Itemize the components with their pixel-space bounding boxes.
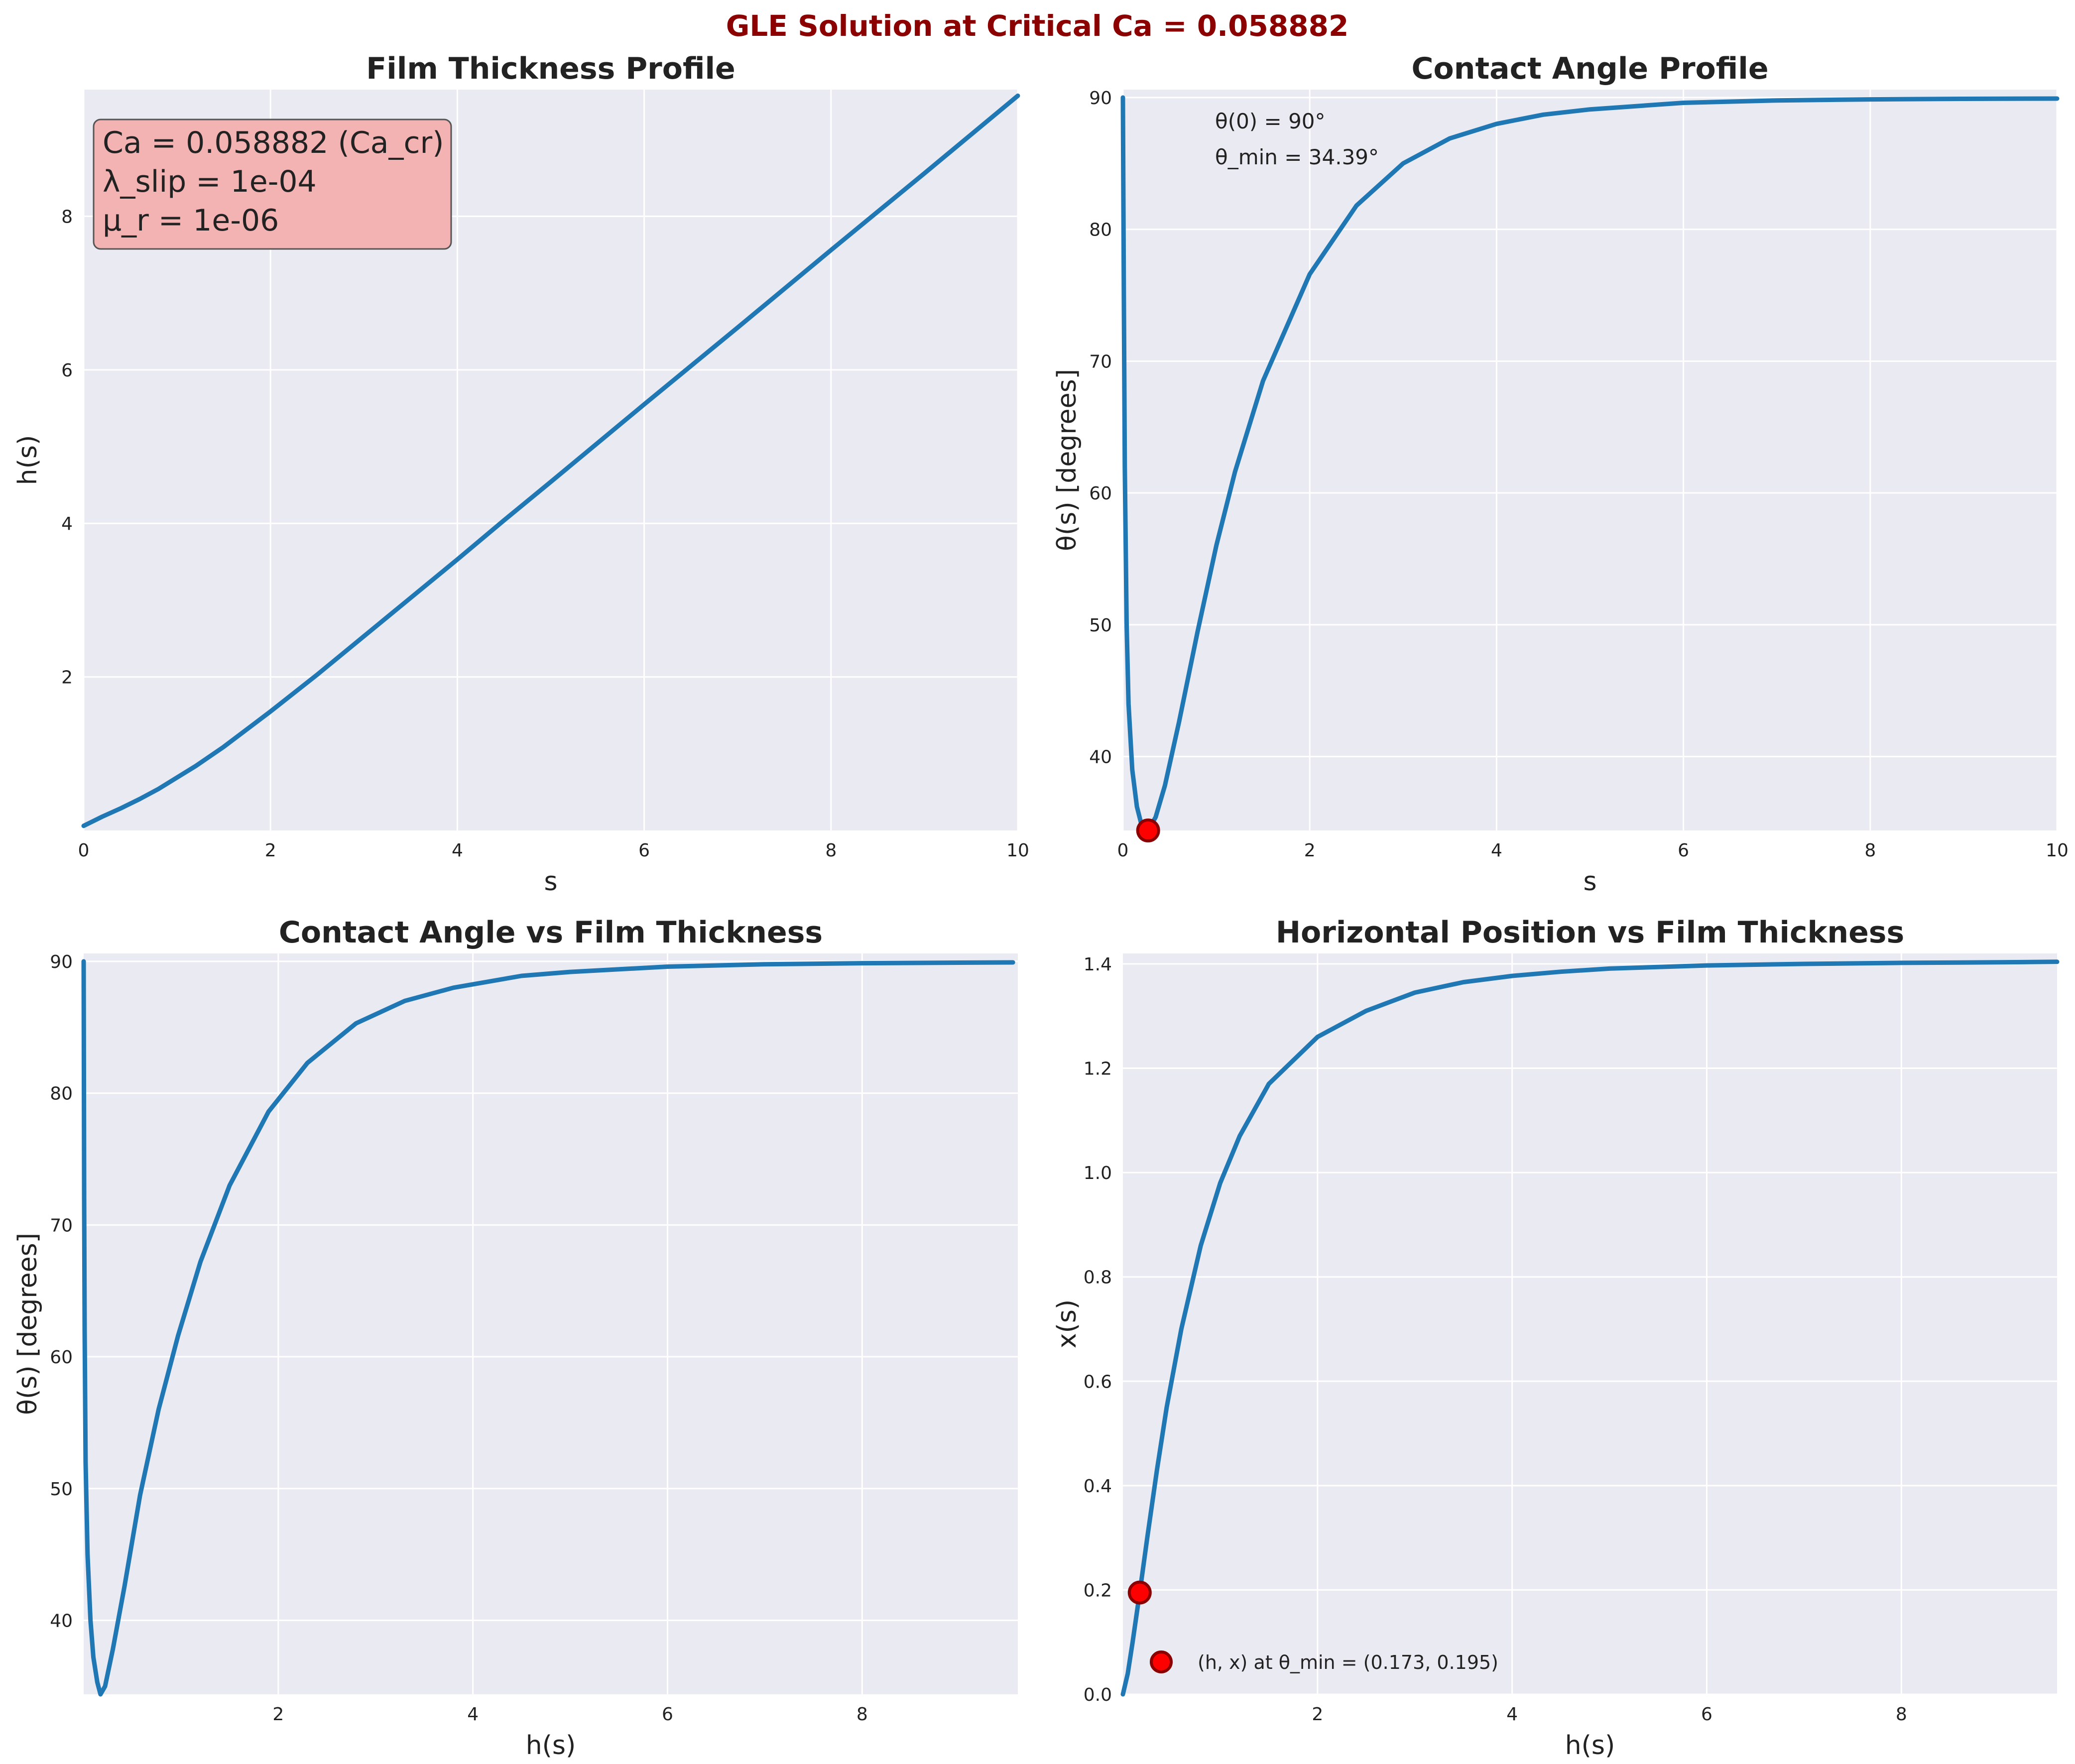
x-tick-label: 10	[1006, 840, 1029, 861]
x-tick-label: 10	[2046, 840, 2069, 861]
chart-title: Film Thickness Profile	[366, 51, 735, 86]
chart-title: Contact Angle Profile	[1411, 51, 1768, 86]
x-tick-label: 4	[467, 1704, 479, 1725]
y-tick-label: 0.2	[1084, 1580, 1112, 1601]
grid	[83, 90, 1019, 830]
param-annotation-line-mu: μ_r = 1e-06	[103, 203, 279, 238]
x-tick-label: 6	[638, 840, 650, 861]
x-tick-label: 6	[662, 1704, 673, 1725]
y-tick-label: 60	[50, 1347, 73, 1368]
y-tick-label: 0.8	[1084, 1268, 1112, 1288]
x-tick-label: 2	[272, 1704, 284, 1725]
y-axis-label: x(s)	[1052, 1299, 1082, 1348]
series-line	[1120, 959, 2060, 1697]
x-tick-label: 4	[1506, 1704, 1518, 1725]
tick-labels: 2 4 6 8 40 50 60 70 80 90	[50, 952, 868, 1725]
x-tick-label: 2	[265, 840, 276, 861]
y-axis-label: h(s)	[13, 435, 43, 485]
panel-position-vs-thickness: 2 4 6 8 0.0 0.2 0.4 0.6 0.8 1.0 1.2 1.4 Horizontal …	[1052, 915, 2060, 1761]
y-tick-label: 50	[50, 1479, 73, 1500]
param-annotation-background	[93, 118, 452, 250]
y-tick-label: 40	[1089, 747, 1112, 767]
tick-labels: 0 2 4 6 8 10 2 4 6 8	[61, 207, 1029, 861]
x-axis-label: h(s)	[1565, 1731, 1615, 1761]
x-tick-label: 4	[1491, 840, 1502, 861]
y-tick-label: 40	[50, 1611, 73, 1631]
y-tick-label: 0.0	[1084, 1685, 1112, 1705]
y-tick-label: 80	[1089, 220, 1112, 240]
x-tick-label: 6	[1678, 840, 1689, 861]
series-group	[81, 93, 1020, 828]
y-tick-label: 70	[50, 1215, 73, 1236]
theta-min-marker	[1127, 1580, 1152, 1605]
x-axis-label: s	[544, 867, 557, 897]
chart-title: Contact Angle vs Film Thickness	[279, 915, 823, 950]
theta-min-annotation: θ_min = 34.39°	[1215, 145, 1379, 169]
tick-labels: 2 4 6 8 0.0 0.2 0.4 0.6 0.8 1.0 1.2 1.4	[1084, 954, 1907, 1725]
x-axis-label: s	[1583, 867, 1596, 897]
series-group	[1120, 959, 2060, 1697]
series-group	[1120, 95, 2060, 833]
y-tick-label: 80	[50, 1084, 73, 1104]
y-axis-label: θ(s) [degrees]	[1052, 369, 1082, 551]
y-tick-label: 90	[1089, 88, 1112, 109]
y-tick-label: 70	[1089, 352, 1112, 372]
legend-marker	[1150, 1650, 1173, 1673]
series-line	[81, 959, 1015, 1697]
x-tick-label: 6	[1701, 1704, 1712, 1725]
theta-min-marker	[1136, 819, 1160, 842]
series-line	[1120, 95, 2060, 833]
panel-angle-vs-thickness: 2 4 6 8 40 50 60 70 80 90 Contact Angle vs Film T…	[13, 915, 1018, 1761]
x-tick-label: 2	[1304, 840, 1316, 861]
x-axis-label: h(s)	[526, 1731, 576, 1761]
y-tick-label: 0.6	[1084, 1372, 1112, 1392]
x-tick-label: 8	[825, 840, 837, 861]
series-line	[81, 93, 1020, 828]
y-tick-label: 1.4	[1084, 954, 1112, 975]
figure-suptitle: GLE Solution at Critical Ca = 0.058882	[726, 9, 1349, 43]
param-annotation-line-slip: λ_slip = 1e-04	[103, 164, 317, 199]
grid	[1123, 953, 2057, 1695]
param-annotation-box: Ca = 0.058882 (Ca_cr) λ_slip = 1e-04 μ_r…	[93, 118, 452, 250]
grid	[84, 953, 1018, 1694]
plot-area	[1123, 953, 2057, 1694]
y-tick-label: 8	[61, 207, 73, 227]
markers-group	[1136, 819, 1160, 842]
x-tick-label: 2	[1312, 1704, 1323, 1725]
x-tick-label: 0	[78, 840, 90, 861]
markers-group	[1127, 1580, 1152, 1605]
y-tick-label: 1.0	[1084, 1163, 1112, 1183]
y-tick-label: 60	[1089, 483, 1112, 504]
plot-area	[1123, 90, 2057, 830]
y-tick-label: 4	[61, 514, 73, 534]
chart-title: Horizontal Position vs Film Thickness	[1276, 915, 1904, 950]
x-tick-label: 8	[1864, 840, 1876, 861]
x-tick-label: 8	[856, 1704, 868, 1725]
y-tick-label: 2	[61, 668, 73, 688]
x-tick-label: 0	[1117, 840, 1129, 861]
y-axis-label: θ(s) [degrees]	[13, 1233, 43, 1415]
panel-contact-angle-profile: 0 2 4 6 8 10 40 50 60 70 80 90 Contact Angle Profil…	[1052, 51, 2069, 897]
y-tick-label: 50	[1089, 615, 1112, 636]
y-tick-label: 1.2	[1084, 1059, 1112, 1079]
theta-initial-annotation: θ(0) = 90°	[1215, 109, 1326, 133]
tick-labels: 0 2 4 6 8 10 40 50 60 70 80 90	[1089, 88, 2069, 861]
param-annotation-line-ca: Ca = 0.058882 (Ca_cr)	[103, 125, 444, 160]
y-tick-label: 6	[61, 360, 73, 381]
grid	[1122, 90, 2058, 830]
y-tick-label: 0.4	[1084, 1476, 1112, 1497]
plot-area	[84, 953, 1018, 1694]
x-tick-label: 4	[452, 840, 463, 861]
x-tick-label: 8	[1896, 1704, 1907, 1725]
y-tick-label: 90	[50, 952, 73, 972]
series-group	[81, 959, 1015, 1697]
legend: (h, x) at θ_min = (0.173, 0.195)	[1150, 1650, 1498, 1673]
legend-label: (h, x) at θ_min = (0.173, 0.195)	[1198, 1651, 1498, 1673]
panel-film-thickness: 0 2 4 6 8 10 2 4 6 8 Film Thickness Profile s h(s…	[13, 51, 1029, 897]
